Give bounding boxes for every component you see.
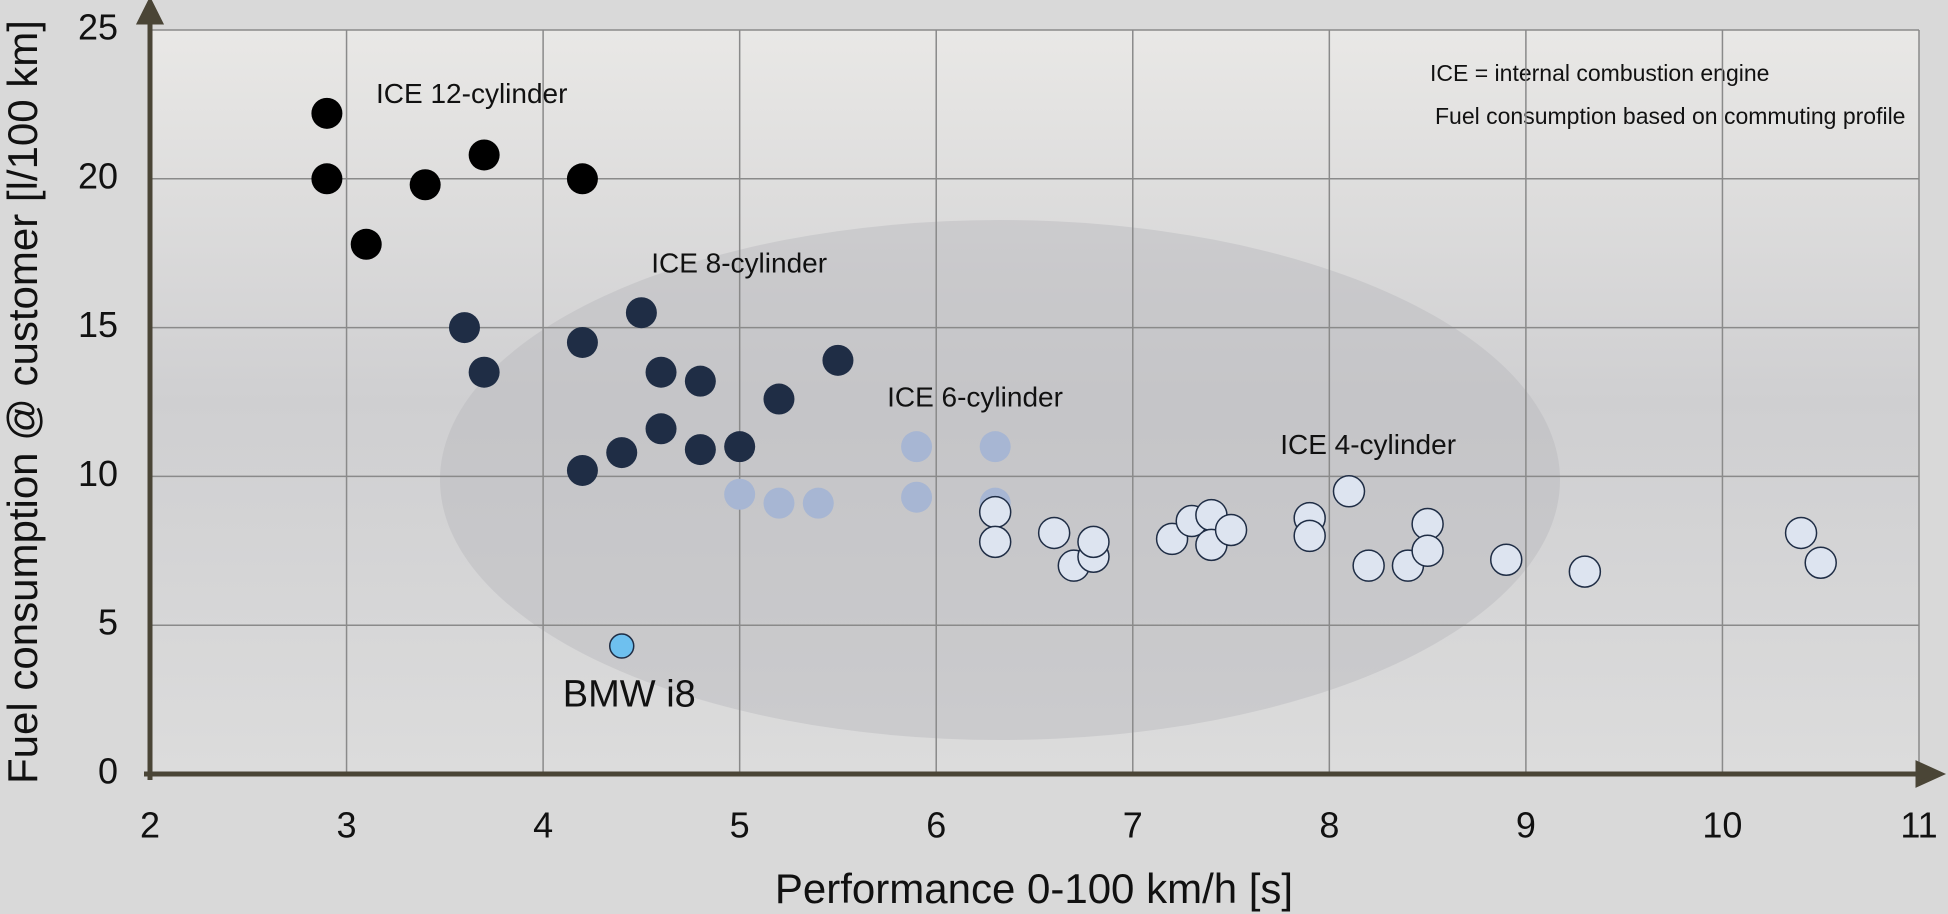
point xyxy=(1805,547,1836,578)
point xyxy=(410,169,441,200)
y-axis-title: Fuel consumption @ customer [l/100 km] xyxy=(0,20,46,784)
point xyxy=(1333,476,1364,507)
point xyxy=(469,139,500,170)
point xyxy=(646,357,677,388)
y-tick-label: 5 xyxy=(98,602,118,643)
point xyxy=(1353,550,1384,581)
point xyxy=(1216,514,1247,545)
point xyxy=(1294,520,1325,551)
point xyxy=(449,312,480,343)
point xyxy=(724,431,755,462)
series-label: ICE 12-cylinder xyxy=(376,78,567,109)
point xyxy=(567,163,598,194)
series-label: ICE 6-cylinder xyxy=(887,381,1063,412)
point xyxy=(763,384,794,415)
point xyxy=(469,357,500,388)
point xyxy=(626,297,657,328)
x-tick-label: 2 xyxy=(140,805,160,846)
x-tick-label: 10 xyxy=(1702,805,1742,846)
point xyxy=(803,488,834,519)
point xyxy=(724,479,755,510)
y-tick-label: 10 xyxy=(78,453,118,494)
point xyxy=(980,526,1011,557)
point xyxy=(646,413,677,444)
annotation: ICE = internal combustion engine xyxy=(1430,60,1769,86)
point xyxy=(980,431,1011,462)
point xyxy=(606,437,637,468)
point xyxy=(901,482,932,513)
point xyxy=(567,327,598,358)
point xyxy=(567,455,598,486)
point xyxy=(1569,556,1600,587)
point xyxy=(1491,544,1522,575)
point xyxy=(685,434,716,465)
point xyxy=(763,488,794,519)
x-tick-label: 7 xyxy=(1123,805,1143,846)
point xyxy=(822,345,853,376)
point xyxy=(1412,535,1443,566)
point xyxy=(311,163,342,194)
chart: ICE = internal combustion engine Fuel co… xyxy=(0,0,1948,914)
x-tick-label: 8 xyxy=(1319,805,1339,846)
point xyxy=(901,431,932,462)
x-tick-label: 6 xyxy=(926,805,946,846)
point xyxy=(311,98,342,129)
point xyxy=(685,366,716,397)
y-tick-label: 15 xyxy=(78,304,118,345)
point xyxy=(351,229,382,260)
point xyxy=(980,497,1011,528)
y-tick-label: 0 xyxy=(98,751,118,792)
point xyxy=(1078,526,1109,557)
x-tick-label: 3 xyxy=(337,805,357,846)
photo-backdrop xyxy=(440,220,1560,740)
page: ICE = internal combustion engine Fuel co… xyxy=(0,0,1948,914)
y-tick-label: 25 xyxy=(78,7,118,48)
x-axis-title: Performance 0-100 km/h [s] xyxy=(775,865,1293,912)
series-label: BMW i8 xyxy=(563,674,696,716)
series-label: ICE 8-cylinder xyxy=(651,247,827,278)
point xyxy=(610,634,634,658)
x-tick-label: 9 xyxy=(1516,805,1536,846)
y-tick-label: 20 xyxy=(78,155,118,196)
x-tick-label: 11 xyxy=(1900,805,1937,846)
point xyxy=(1039,517,1070,548)
series-label: ICE 4-cylinder xyxy=(1280,429,1456,460)
x-tick-label: 4 xyxy=(533,805,553,846)
point xyxy=(1786,517,1817,548)
annotation: Fuel consumption based on commuting prof… xyxy=(1435,103,1905,129)
x-tick-label: 5 xyxy=(730,805,750,846)
